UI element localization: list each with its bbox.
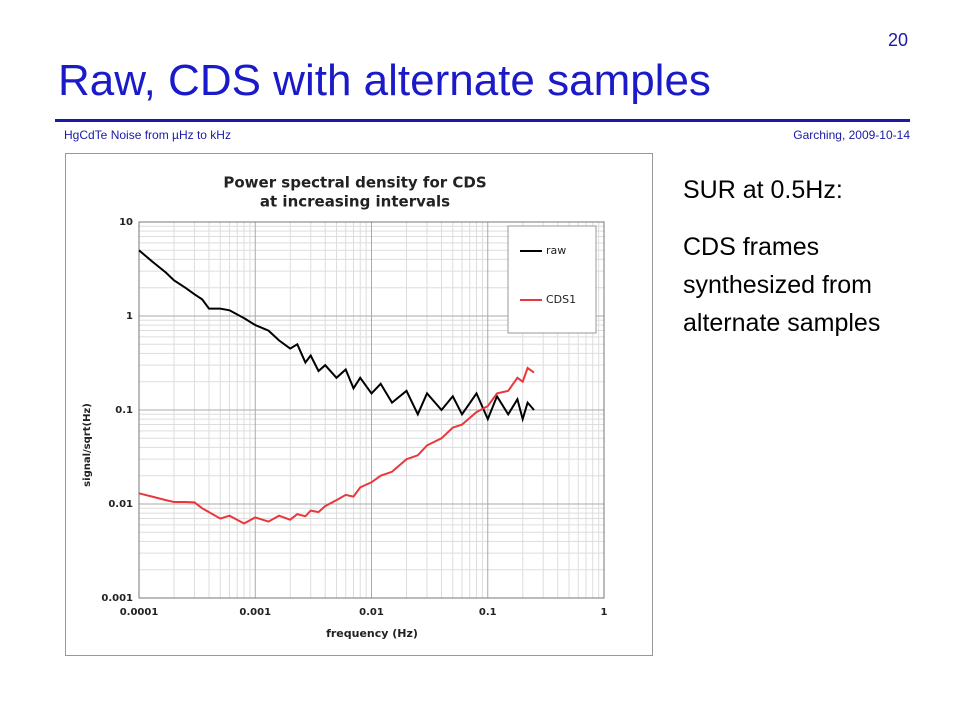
page-number: 20 xyxy=(888,30,909,50)
plot-frame xyxy=(138,221,605,599)
y-tick-label: 1 xyxy=(126,311,133,322)
body-line: alternate samples xyxy=(683,309,881,337)
title-rule xyxy=(55,119,910,122)
body-line: CDS frames xyxy=(683,233,820,261)
x-tick-label: 0.001 xyxy=(239,607,271,618)
x-tick-label: 0.0001 xyxy=(120,607,159,618)
x-tick-label: 0.01 xyxy=(359,607,384,618)
y-tick-label: 10 xyxy=(119,217,133,228)
y-axis-label: signal/sqrt(Hz) xyxy=(82,403,93,487)
legend-box xyxy=(507,225,597,334)
data-line xyxy=(138,249,535,423)
body-text: CDS frames synthesized from alternate sa… xyxy=(683,228,880,342)
y-tick-label: 0.001 xyxy=(101,593,133,604)
chart-title: Power spectral density for CDS xyxy=(223,174,486,192)
legend-label: raw xyxy=(546,244,566,257)
chart: Power spectral density for CDS at increa… xyxy=(65,153,653,656)
note: SUR at 0.5Hz: xyxy=(683,176,843,204)
slide-title: Raw, CDS with alternate samples xyxy=(58,56,711,105)
x-axis-label: frequency (Hz) xyxy=(326,627,418,640)
x-tick-label: 0.1 xyxy=(479,607,497,618)
chart-title: at increasing intervals xyxy=(260,193,450,211)
y-tick-label: 0.01 xyxy=(108,499,133,510)
footer-left: HgCdTe Noise from µHz to kHz xyxy=(64,128,231,142)
y-tick-label: 0.1 xyxy=(115,405,133,416)
body-line: synthesized from xyxy=(683,271,872,299)
data-line xyxy=(138,366,535,525)
footer-right: Garching, 2009-10-14 xyxy=(793,128,910,142)
x-tick-label: 1 xyxy=(601,607,608,618)
legend-label: CDS1 xyxy=(546,293,576,306)
